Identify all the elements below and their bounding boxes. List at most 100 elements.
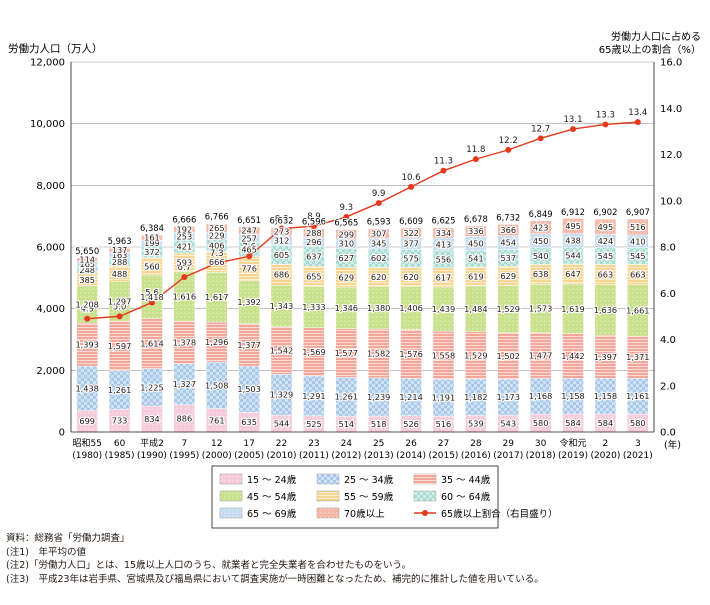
segment-value-label: 1,261 xyxy=(335,392,358,402)
x-tick-era: 12 xyxy=(211,439,222,449)
x-tick-era: 7 xyxy=(181,439,187,449)
segment-value-label: 1,529 xyxy=(497,304,520,314)
bar-total-label: 6,565 xyxy=(334,218,358,228)
segment-value-label: 525 xyxy=(306,419,322,429)
ratio-point xyxy=(116,313,123,320)
gridlines xyxy=(71,61,654,371)
bar-total-label: 6,632 xyxy=(270,216,294,226)
x-tick-era: 22 xyxy=(276,439,287,449)
bar-segment-texture xyxy=(206,239,228,252)
bar-segment-texture xyxy=(400,415,422,432)
segment-value-label: 410 xyxy=(630,236,646,246)
bar-segment-texture xyxy=(335,238,357,249)
segment-value-label: 1,484 xyxy=(464,304,487,314)
segment-value-label: 307 xyxy=(371,228,387,238)
segment-value-label: 288 xyxy=(112,257,128,267)
bar-segment-texture xyxy=(271,235,293,246)
bar-segment-texture xyxy=(173,271,195,322)
left-tick-label: 6,000 xyxy=(36,243,65,254)
bar-total-label: 6,849 xyxy=(529,209,553,219)
ratio-value-label: 8.9 xyxy=(307,212,321,222)
bar-segment-texture xyxy=(432,250,454,268)
segment-value-label: 544 xyxy=(274,419,290,429)
segment-value-label: 114 xyxy=(79,255,95,265)
segment-value-label: 1,418 xyxy=(140,292,163,302)
segment-value-label: 1,182 xyxy=(464,392,487,402)
ratio-point xyxy=(375,200,382,207)
x-tick-year: (2016) xyxy=(461,451,491,461)
segment-value-label: 1,577 xyxy=(335,348,358,358)
bar-segment-texture xyxy=(400,378,422,416)
segment-value-label: 1,296 xyxy=(205,337,228,347)
ratio-value-label: 6.7 xyxy=(178,263,192,273)
legend-box xyxy=(211,465,499,529)
segment-value-label: 605 xyxy=(274,250,290,260)
right-tick-label: 2.0 xyxy=(660,381,676,392)
note-2: (注2)「労働力人口」とは、15歳以上人口のうち、就業者と完全失業者を合わせたも… xyxy=(6,560,411,571)
ratio-value-label: 11.3 xyxy=(434,157,453,167)
bar-segment-texture xyxy=(271,326,293,375)
bar-segment-texture xyxy=(562,233,584,248)
bar-segment-texture xyxy=(173,240,195,254)
bar-segment-texture xyxy=(335,377,357,417)
bar-segment-texture xyxy=(530,220,552,234)
bar-segment-texture xyxy=(627,247,649,265)
x-tick-year: (1995) xyxy=(169,451,199,461)
segment-value-label: 1,616 xyxy=(173,291,196,301)
x-tick-era: 平成2 xyxy=(140,437,164,449)
x-tick-era: 令和元 xyxy=(560,437,587,449)
ratio-value-label: 12.7 xyxy=(531,124,550,134)
x-tick-era: 17 xyxy=(243,439,254,449)
segment-value-label: 637 xyxy=(306,252,322,262)
segment-value-label: 544 xyxy=(565,251,581,261)
segment-value-label: 545 xyxy=(630,251,646,261)
ratio-point xyxy=(278,225,285,232)
ratio-point xyxy=(84,315,91,322)
x-tick-year: (2000) xyxy=(202,451,232,461)
bar-segment-texture xyxy=(206,232,228,240)
segment-value-label: 560 xyxy=(144,261,160,271)
segment-value-label: 580 xyxy=(533,418,549,428)
legend-swatch-texture xyxy=(220,474,242,484)
bar-total-label: 6,907 xyxy=(626,207,650,217)
segment-value-label: 514 xyxy=(338,419,354,429)
segment-value-label: 345 xyxy=(371,239,387,249)
bar-segment-texture xyxy=(303,415,325,432)
left-tick-label: 10,000 xyxy=(30,119,65,130)
x-tick-year: (2012) xyxy=(331,451,361,461)
bar-segment-texture xyxy=(465,266,487,287)
bar-segment-texture xyxy=(432,379,454,417)
bar-segment-texture xyxy=(335,248,357,268)
segment-value-label: 584 xyxy=(565,418,581,428)
bar-segment-texture xyxy=(497,379,519,416)
segment-value-label: 334 xyxy=(436,228,452,238)
segment-value-label: 1,378 xyxy=(173,338,196,348)
segment-value-label: 296 xyxy=(306,237,322,247)
segment-value-label: 699 xyxy=(79,416,95,426)
segment-value-label: 247 xyxy=(241,226,257,236)
segment-value-label: 1,558 xyxy=(432,350,455,360)
bar-segment-texture xyxy=(109,281,131,322)
bar-segment-texture xyxy=(368,416,390,432)
legend-label: 55 ～ 59歳 xyxy=(344,491,394,503)
right-tick-label: 8.0 xyxy=(660,243,676,254)
segment-value-label: 516 xyxy=(630,222,646,232)
bar-segment-texture xyxy=(76,410,98,432)
bar-segment-texture xyxy=(76,285,98,324)
ratio-point xyxy=(537,135,544,142)
bar-segment-texture xyxy=(400,267,422,287)
x-tick-era: 25 xyxy=(373,439,384,449)
segment-value-label: 1,297 xyxy=(108,296,131,306)
bar-segment-texture xyxy=(432,416,454,432)
segment-value-label: 1,168 xyxy=(529,391,552,401)
legend-label: 45 ～ 54歳 xyxy=(247,491,297,503)
segment-value-label: 495 xyxy=(598,222,614,232)
bar-segment-texture xyxy=(465,226,487,237)
x-tick-era: 23 xyxy=(308,439,319,449)
bar-total-label: 6,593 xyxy=(367,217,391,227)
x-tick-year: (2015) xyxy=(429,451,459,461)
bar-segment-texture xyxy=(206,272,228,323)
bar-segment-texture xyxy=(141,368,163,407)
x-tick-year: (2011) xyxy=(299,451,329,461)
ratio-value-label: 9.9 xyxy=(372,189,386,199)
